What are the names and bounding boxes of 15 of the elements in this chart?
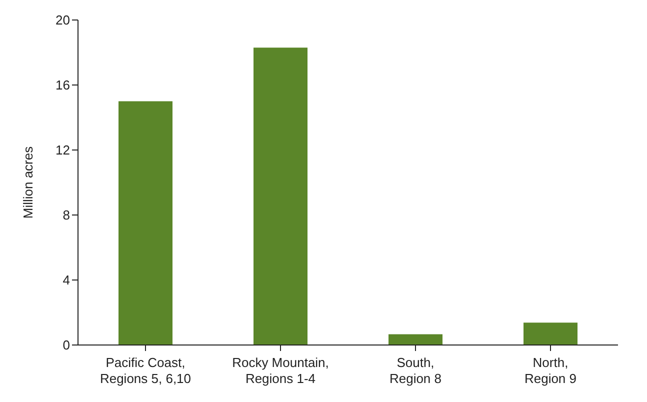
bar: [254, 48, 308, 345]
x-tick-label: Pacific Coast, Regions 5, 6,10: [100, 355, 192, 386]
x-tick-label: Rocky Mountain, Regions 1-4: [232, 355, 329, 386]
bar: [118, 101, 172, 345]
y-tick-label: 0: [62, 338, 70, 353]
y-tick-label: 12: [56, 142, 70, 158]
y-tick-label: 16: [56, 78, 70, 93]
x-tick-label: North, Region 9: [524, 355, 577, 386]
y-tick-label: 20: [56, 12, 70, 28]
bar: [388, 334, 442, 345]
y-tick-label: 4: [62, 272, 70, 288]
y-axis-title: Million acres: [20, 146, 36, 219]
bar: [524, 322, 578, 345]
y-tick-label: 8: [62, 208, 70, 223]
x-tick-label: South, Region 8: [389, 355, 442, 386]
